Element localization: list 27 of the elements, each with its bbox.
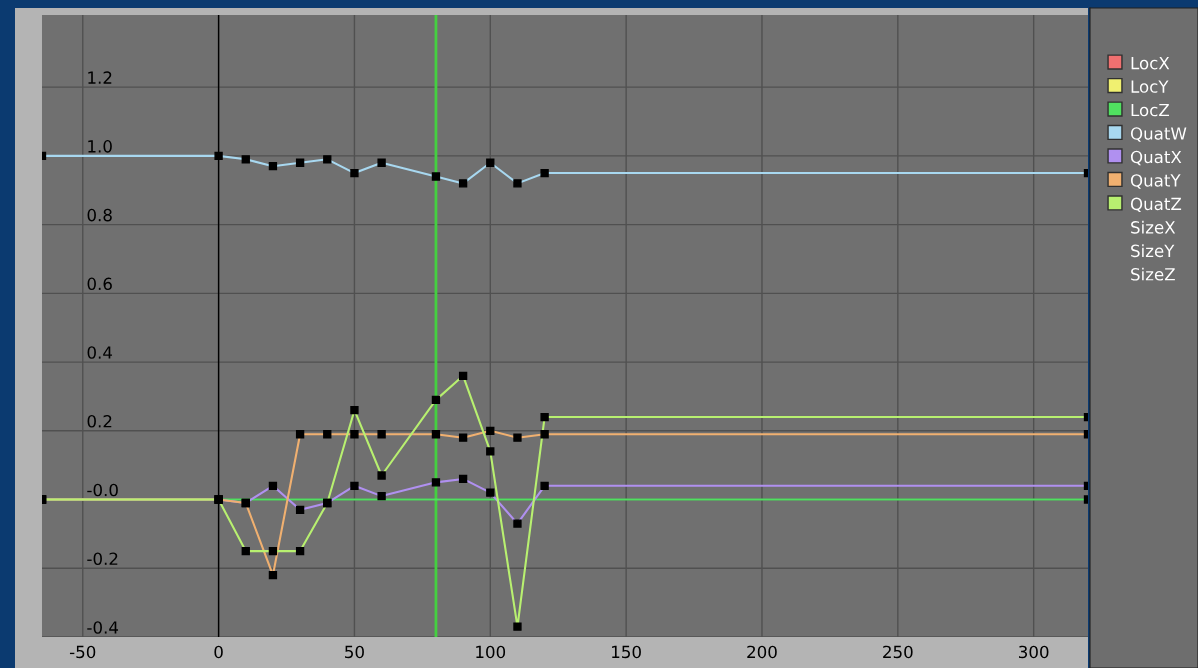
x-tick-label: 100 (476, 645, 506, 659)
y-tick-label: 0.8 (87, 208, 112, 222)
y-tick-label: 1.2 (88, 71, 112, 84)
y-tick-label: 0.4 (87, 346, 113, 359)
y-tick-label: 0.6 (87, 277, 112, 291)
x-tick-label: 0 (214, 645, 223, 659)
x-tick-label: 250 (883, 645, 913, 659)
y-tick-label: -0.4 (87, 621, 119, 634)
x-tick-label: 150 (612, 645, 641, 659)
legend-label: QuatW (1130, 127, 1187, 142)
legend-label: QuatY (1130, 174, 1181, 189)
x-tick-label: -50 (69, 645, 96, 659)
text: SizeX (1131, 220, 1176, 234)
legend-label: LocX (1131, 57, 1170, 70)
legend-label: LocY (1131, 80, 1169, 93)
x-tick-label: 50 (345, 645, 364, 659)
x-tick-label: 200 (747, 645, 777, 659)
y-tick-label: -0.0 (87, 483, 118, 497)
legend-label: QuatZ (1130, 197, 1182, 213)
y-tick-label: -0.2 (87, 552, 118, 566)
y-tick-label: 1.0 (88, 140, 112, 153)
legend-label: QuatX (1130, 150, 1182, 166)
text: SizeZ (1131, 267, 1175, 281)
text: SizeY (1131, 244, 1175, 258)
y-tick-label: 0.2 (87, 414, 112, 428)
x-tick-label: 300 (1019, 645, 1049, 659)
legend-label: LocZ (1131, 103, 1170, 117)
